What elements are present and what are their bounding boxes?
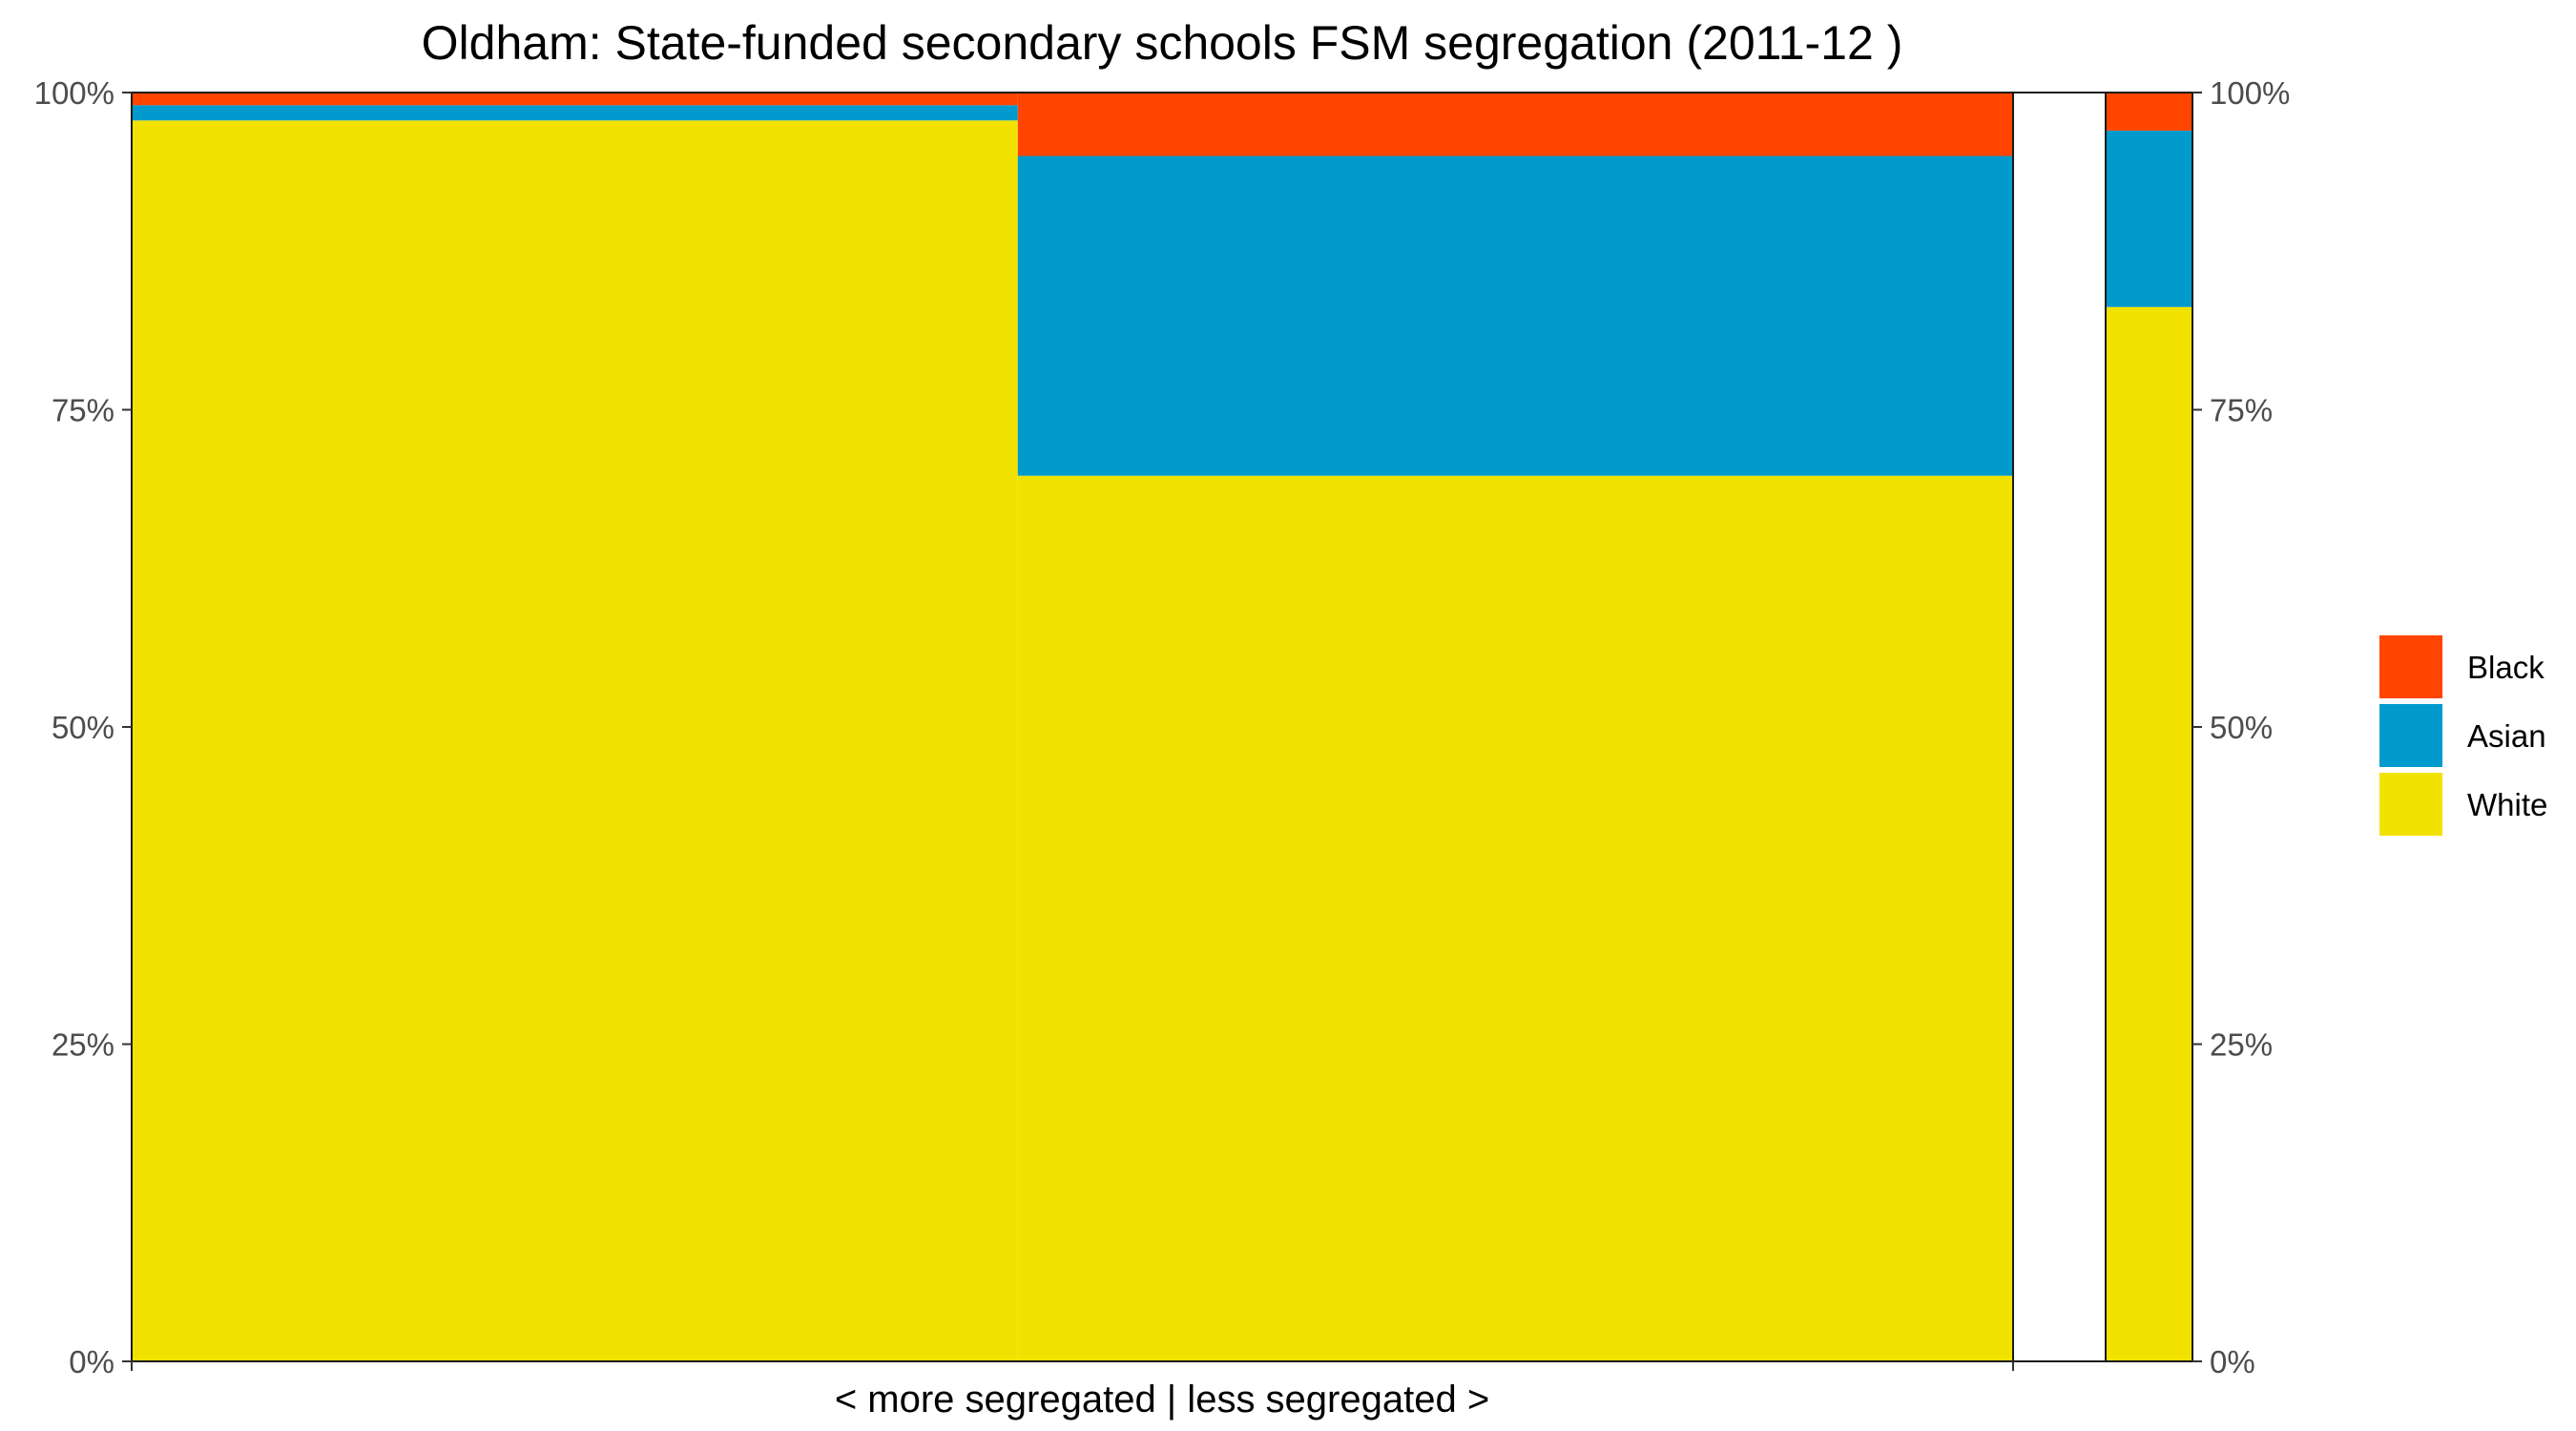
- y-tick-label-left: 100%: [34, 75, 114, 111]
- legend-key-white: [2379, 773, 2442, 836]
- y-axis-right: 0% 25% 50% 75% 100%: [2192, 75, 2290, 1379]
- y-tick-label-right: 100%: [2210, 75, 2290, 111]
- y-tick-label-right: 50%: [2210, 710, 2273, 745]
- bar-segment-black: [2106, 93, 2192, 131]
- bar-segment-black: [132, 93, 1018, 106]
- y-tick-label-left: 50%: [52, 710, 114, 745]
- y-tick-label-right: 25%: [2210, 1027, 2273, 1063]
- bar-segment-white: [2106, 306, 2192, 1361]
- bar-segment-black: [1017, 93, 2013, 156]
- chart-title: Oldham: State-funded secondary schools F…: [422, 16, 1903, 70]
- x-axis-label: < more segregated | less segregated >: [835, 1379, 1489, 1421]
- y-tick-label-left: 75%: [52, 393, 114, 428]
- y-tick-label-left: 25%: [52, 1027, 114, 1063]
- y-axis-left: 0% 25% 50% 75% 100%: [34, 75, 132, 1379]
- y-tick-label-right: 75%: [2210, 393, 2273, 428]
- bar-segment-asian: [2106, 130, 2192, 307]
- y-tick-label-left: 0%: [69, 1344, 114, 1379]
- bar-segment-white: [1017, 475, 2013, 1361]
- legend-key-black: [2379, 635, 2442, 698]
- legend-label-asian: Asian: [2467, 718, 2546, 754]
- legend-label-white: White: [2467, 787, 2547, 822]
- bar-segment-asian: [1017, 156, 2013, 476]
- legend: Black Asian White: [2379, 635, 2547, 836]
- x-axis: [131, 1361, 2014, 1371]
- bar-segment-white: [132, 120, 1018, 1361]
- bar-segment-asian: [132, 105, 1018, 121]
- legend-label-black: Black: [2467, 650, 2545, 685]
- legend-key-asian: [2379, 704, 2442, 767]
- empty-column: [2013, 93, 2106, 1361]
- bars: [132, 93, 2192, 1361]
- y-tick-label-right: 0%: [2210, 1344, 2255, 1379]
